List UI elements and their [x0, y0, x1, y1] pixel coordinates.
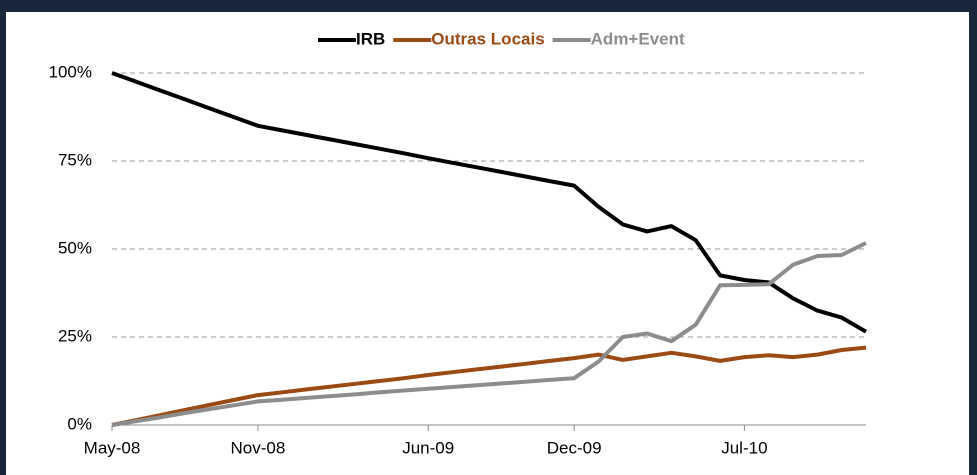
y-tick-label: 75% [58, 150, 92, 169]
y-tick-label: 0% [67, 414, 92, 433]
series-line [111, 241, 867, 427]
x-tick-label: May-08 [84, 438, 141, 457]
x-tick-label: Jun-09 [402, 438, 454, 457]
x-tick-label: Dec-09 [547, 438, 602, 457]
series-line [111, 345, 867, 427]
legend-label: Adm+Event [591, 29, 685, 48]
y-tick-label: 25% [58, 326, 92, 345]
series-line [111, 71, 868, 334]
y-tick-label: 100% [49, 62, 92, 81]
chart-area [6, 12, 969, 475]
y-tick-label: 50% [58, 238, 92, 257]
legend-label: Outras Locais [431, 29, 544, 48]
x-tick-label: Jul-10 [721, 438, 767, 457]
x-tick-label: Nov-08 [231, 438, 286, 457]
legend-label: IRB [356, 29, 385, 48]
